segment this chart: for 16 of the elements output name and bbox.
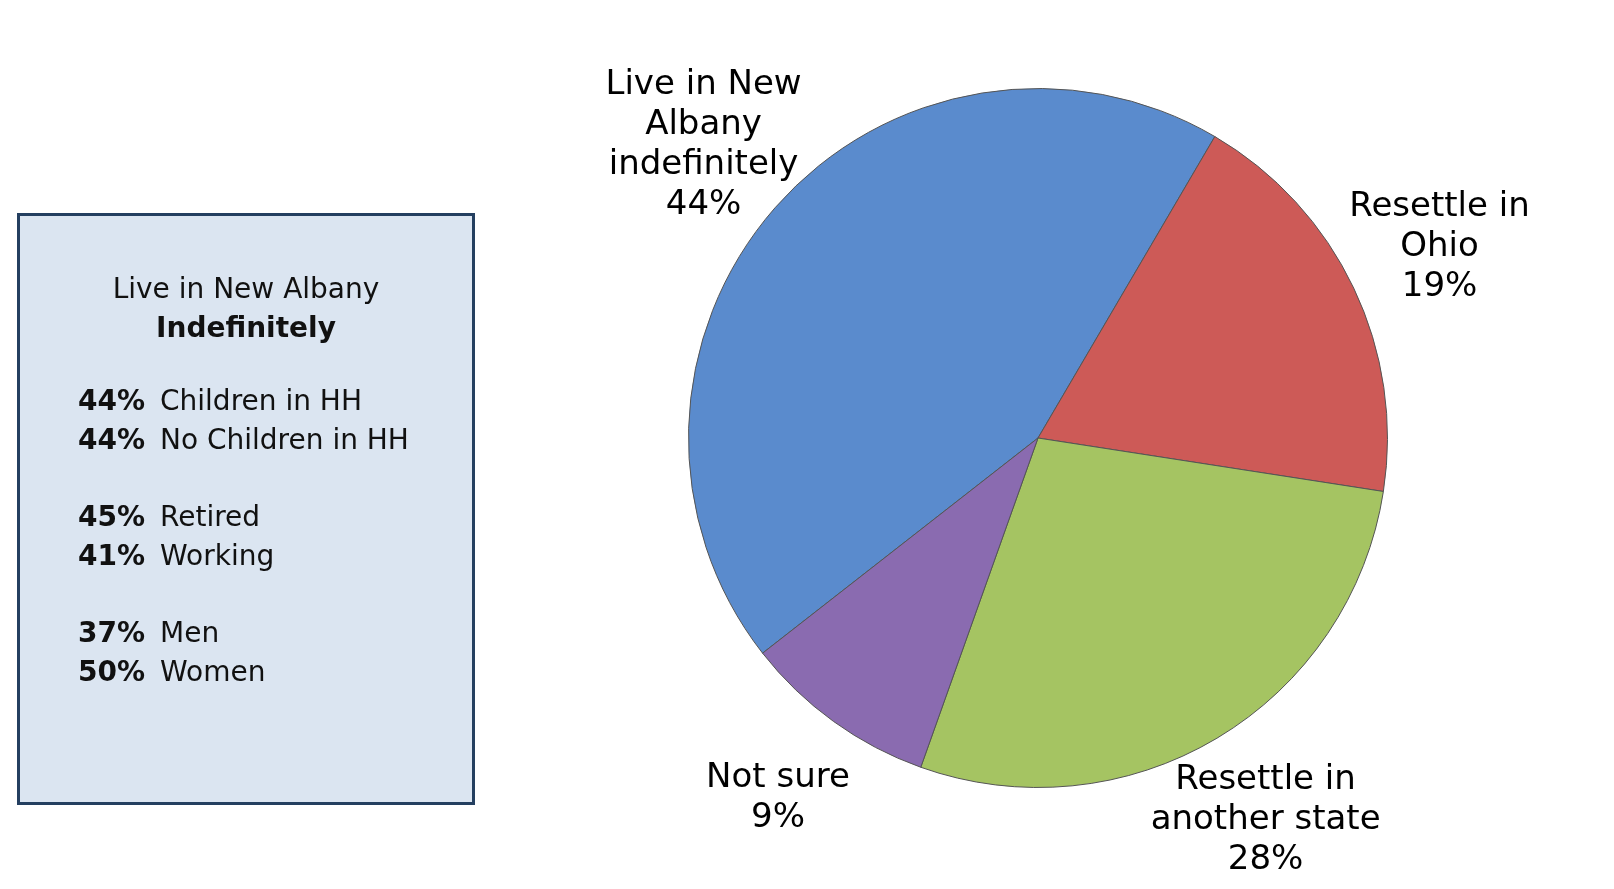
text: 44% No Children in HH — [78, 423, 409, 456]
text: 41% Working — [78, 539, 275, 572]
slice-label: Resettle in Ohio — [1349, 184, 1530, 265]
text: Live in New Albany — [111, 272, 381, 305]
text: 45% Retired — [78, 500, 261, 533]
text: 37% Men — [78, 616, 220, 649]
data-label: 44% — [665, 182, 742, 223]
slice-label: Live in New Albany indefinitely — [605, 62, 802, 183]
text: Indefinitely — [155, 311, 337, 344]
data-label: 9% — [751, 795, 805, 836]
text: 50% Women — [78, 655, 266, 688]
slice-label: Resettle in another state — [1150, 756, 1381, 837]
data-label: 28% — [1227, 836, 1304, 877]
slice-label: Not sure — [706, 755, 850, 796]
data-label: 19% — [1401, 264, 1478, 305]
text: 44% Children in HH — [78, 384, 362, 417]
